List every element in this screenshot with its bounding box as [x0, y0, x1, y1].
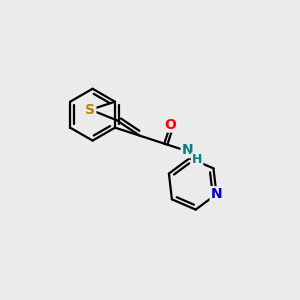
Text: H: H — [192, 153, 202, 167]
Text: S: S — [85, 103, 95, 117]
Text: O: O — [165, 118, 176, 132]
Text: N: N — [211, 187, 222, 201]
Text: N: N — [182, 143, 193, 157]
